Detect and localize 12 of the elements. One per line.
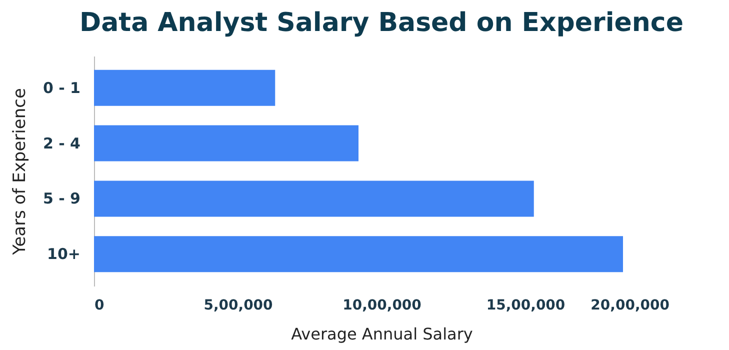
x-tick-label: 10,00,000 [342, 298, 422, 314]
x-axis-title: Average Annual Salary [291, 324, 473, 344]
y-tick-label: 2 - 4 [42, 134, 80, 152]
y-tick-label: 0 - 1 [42, 78, 80, 97]
chart-title: Data Analyst Salary Based on Experience [80, 8, 684, 38]
y-tick-label: 10+ [47, 245, 80, 264]
x-tick-label: 15,00,000 [486, 298, 566, 314]
y-tick-label: 5 - 9 [42, 190, 80, 208]
x-tick-label: 5,00,000 [204, 298, 274, 314]
x-tick-label: 20,00,000 [590, 298, 670, 314]
x-tick-label: 0 [94, 298, 104, 314]
y-axis-title: Years of Experience [10, 88, 30, 256]
